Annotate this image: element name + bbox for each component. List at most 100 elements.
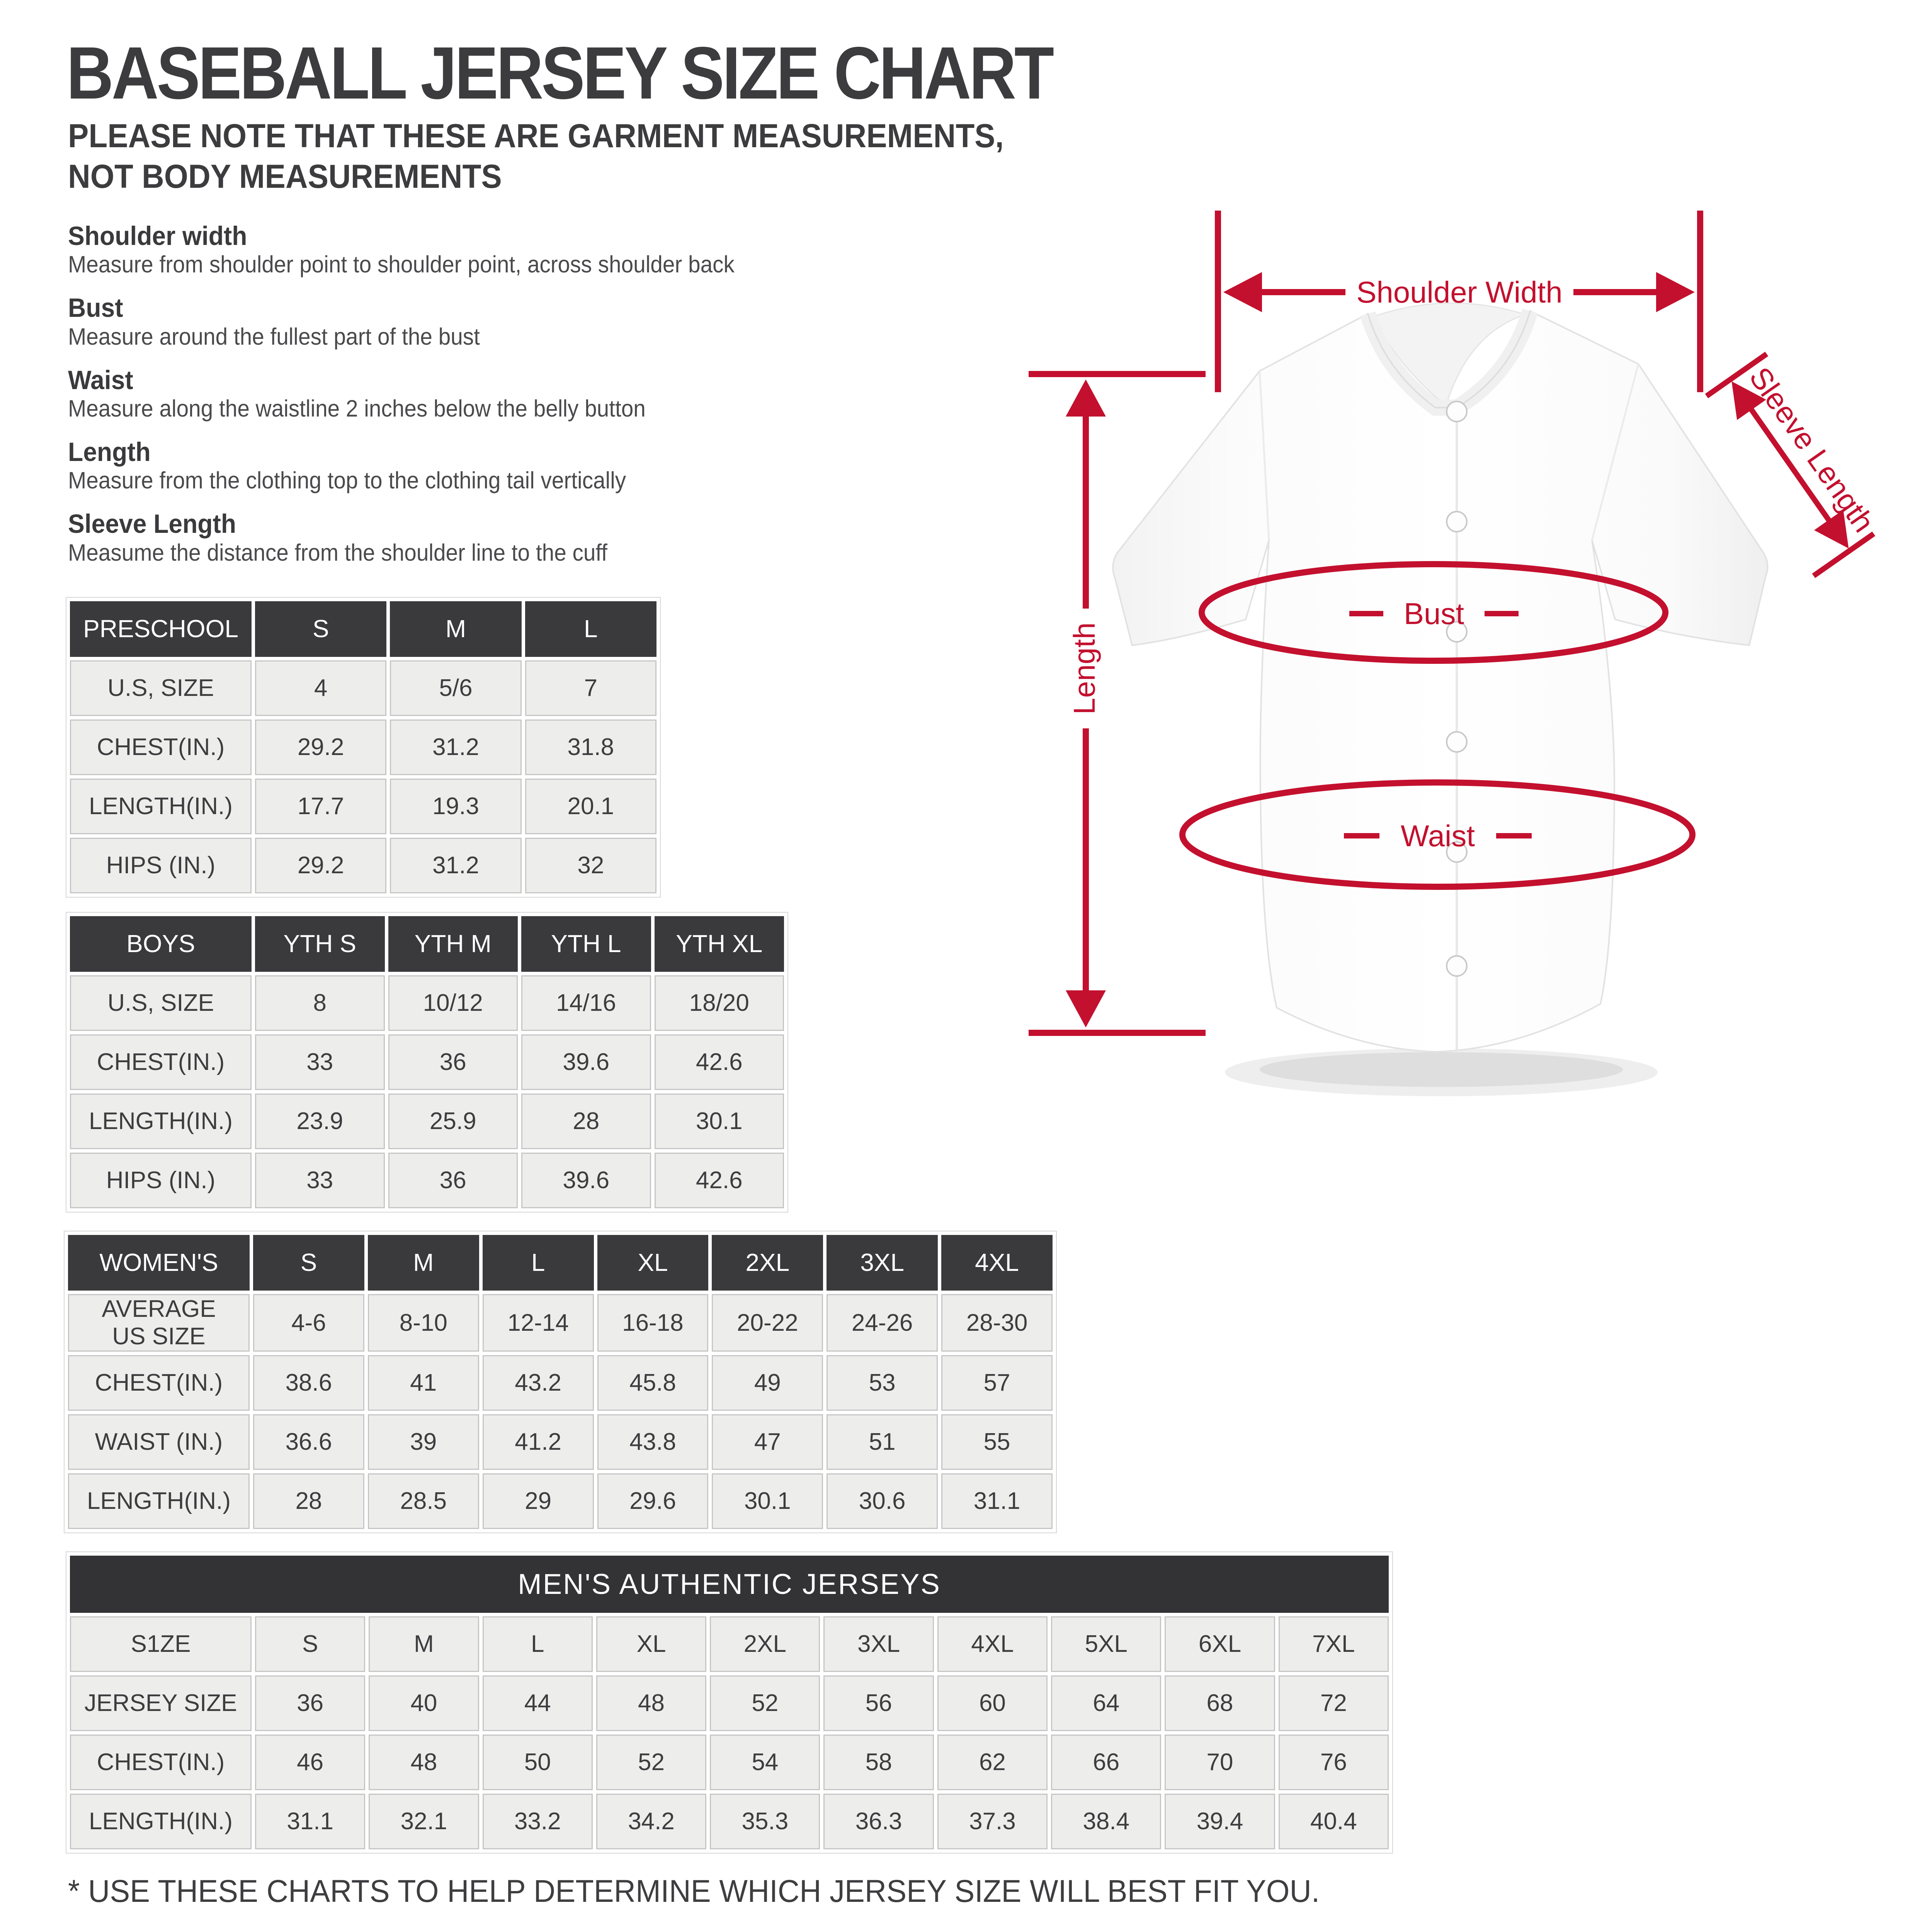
row-label-cell: HIPS (IN.) [70, 838, 252, 893]
column-header-cell: XL [596, 1616, 707, 1672]
column-header-cell: M [367, 1235, 479, 1291]
table-row: CHEST(IN.) 29.2 31.2 31.8 [70, 719, 656, 775]
page-subtitle: PLEASE NOTE THAT THESE ARE GARMENT MEASU… [68, 116, 1004, 197]
definition-item: Sleeve Length Measume the distance from t… [68, 509, 1015, 565]
column-header-cell: 3XL [823, 1616, 934, 1672]
value-cell: 28.5 [367, 1473, 479, 1529]
value-cell: 42.6 [654, 1034, 784, 1090]
value-cell: 39.4 [1165, 1794, 1275, 1849]
definition-description: Measure along the waistline 2 inches bel… [68, 395, 646, 422]
value-cell: 28 [253, 1473, 364, 1529]
table-header-row: BOYS YTH S YTH M YTH L YTH XL [70, 916, 784, 972]
value-cell: 40.4 [1278, 1794, 1389, 1849]
length-label: Length [1067, 622, 1101, 715]
value-cell: 44 [482, 1675, 593, 1731]
jersey-collar-back [1371, 302, 1527, 407]
value-cell: 31.2 [390, 838, 522, 893]
preschool-size-table: PRESCHOOL S M L U.S, SIZE 4 5/6 7 CHEST(IN.) 29.2… [66, 597, 661, 898]
table-row: CHEST(IN.) 33 36 39.6 42.6 [70, 1034, 784, 1090]
value-cell: 45.8 [597, 1355, 709, 1411]
waist-label: Waist [1401, 819, 1475, 853]
value-cell: 60 [937, 1675, 1048, 1731]
womens-size-table: WOMEN'S S M L XL 2XL 3XL 4XL AVERAGE US SIZE 4-6 8… [64, 1231, 1057, 1533]
value-cell: 42.6 [654, 1153, 784, 1208]
value-cell: 68 [1165, 1675, 1275, 1731]
left-sleeve-seam [1259, 371, 1270, 541]
value-cell: 17.7 [255, 779, 387, 834]
column-header-cell: YTH L [521, 916, 651, 972]
value-cell: 29.2 [255, 838, 387, 893]
value-cell: 29.6 [597, 1473, 709, 1529]
column-header-cell: YTH XL [654, 916, 784, 972]
value-cell: 48 [369, 1735, 479, 1790]
column-header-cell: S [255, 1616, 366, 1672]
value-cell: 57 [941, 1355, 1053, 1411]
value-cell: 12-14 [482, 1294, 594, 1352]
column-header-cell: S [255, 601, 387, 657]
value-cell: 55 [941, 1414, 1053, 1470]
sleeve-length-label: Sleeve Length [1743, 361, 1881, 538]
value-cell: 31.2 [390, 719, 522, 775]
row-label-cell: CHEST(IN.) [70, 719, 252, 775]
table-header-row: WOMEN'S S M L XL 2XL 3XL 4XL [68, 1235, 1053, 1291]
value-cell: 14/16 [521, 975, 651, 1031]
value-cell: 52 [596, 1735, 707, 1790]
definition-item: Bust Measure around the fullest part of t… [68, 293, 1015, 349]
value-cell: 23.9 [255, 1094, 385, 1149]
value-cell: 37.3 [937, 1794, 1048, 1849]
value-cell: 36 [255, 1675, 366, 1731]
jersey-measurement-diagram: Shoulder Width Length Sleeve Length [1029, 211, 1881, 1096]
definition-description: Measure from shoulder point to shoulder … [68, 251, 735, 278]
value-cell: 30.6 [827, 1473, 938, 1529]
column-header-cell: L [482, 1235, 594, 1291]
table-header-row: S1ZE S M L XL 2XL 3XL 4XL 5XL 6XL 7XL [70, 1616, 1389, 1672]
table-row: U.S, SIZE 4 5/6 7 [70, 660, 656, 716]
page-title: BASEBALL JERSEY SIZE CHART [66, 31, 1054, 114]
column-header-cell: 2XL [710, 1616, 820, 1672]
table-row: LENGTH(IN.) 17.7 19.3 20.1 [70, 779, 656, 834]
table-row: CHEST(IN.) 46 48 50 52 54 58 62 66 70 76 [70, 1735, 1389, 1790]
value-cell: 5/6 [390, 660, 522, 716]
column-header-cell: 2XL [712, 1235, 823, 1291]
value-cell: 40 [369, 1675, 479, 1731]
table-row: WAIST (IN.) 36.6 39 41.2 43.8 47 51 55 [68, 1414, 1053, 1470]
value-cell: 53 [827, 1355, 938, 1411]
column-header-cell: L [482, 1616, 593, 1672]
value-cell: 31.1 [255, 1794, 366, 1849]
value-cell: 8-10 [367, 1294, 479, 1352]
table-row: JERSEY SIZE 36 40 44 48 52 56 60 64 68 72 [70, 1675, 1389, 1731]
value-cell: 43.8 [597, 1414, 709, 1470]
table-title-cell: S1ZE [70, 1616, 252, 1672]
value-cell: 28-30 [941, 1294, 1053, 1352]
value-cell: 29.2 [255, 719, 387, 775]
value-cell: 29 [482, 1473, 594, 1529]
value-cell: 49 [712, 1355, 823, 1411]
column-header-cell: M [369, 1616, 479, 1672]
definition-item: Waist Measure along the waistline 2 inche… [68, 365, 1015, 422]
value-cell: 70 [1165, 1735, 1275, 1790]
column-header-cell: S [253, 1235, 364, 1291]
definition-term: Length [68, 437, 151, 467]
row-label-cell: U.S, SIZE [70, 660, 252, 716]
column-header-cell: M [390, 601, 522, 657]
value-cell: 35.3 [710, 1794, 820, 1849]
value-cell: 66 [1051, 1735, 1162, 1790]
value-cell: 43.2 [482, 1355, 594, 1411]
value-cell: 39.6 [521, 1153, 651, 1208]
table-row: AVERAGE US SIZE 4-6 8-10 12-14 16-18 20-22 24-… [68, 1294, 1053, 1352]
column-header-cell: 4XL [937, 1616, 1048, 1672]
value-cell: 36.3 [823, 1794, 934, 1849]
table-row: HIPS (IN.) 29.2 31.2 32 [70, 838, 656, 893]
value-cell: 31.8 [525, 719, 656, 775]
definition-item: Length Measure from the clothing top to t… [68, 437, 1015, 493]
length-arrow: Length [1029, 371, 1206, 1036]
value-cell: 10/12 [388, 975, 518, 1031]
row-label-cell: CHEST(IN.) [68, 1355, 250, 1411]
measurement-definitions: Shoulder width Measure from shoulder poin… [68, 221, 1015, 581]
value-cell: 4-6 [253, 1294, 364, 1352]
column-header-cell: 3XL [827, 1235, 938, 1291]
definition-term: Shoulder width [68, 221, 247, 251]
mens-size-table: MEN'S AUTHENTIC JERSEYS S1ZE S M L XL 2XL 3XL 4X… [66, 1551, 1393, 1854]
waist-ellipse: Waist [1179, 779, 1696, 890]
